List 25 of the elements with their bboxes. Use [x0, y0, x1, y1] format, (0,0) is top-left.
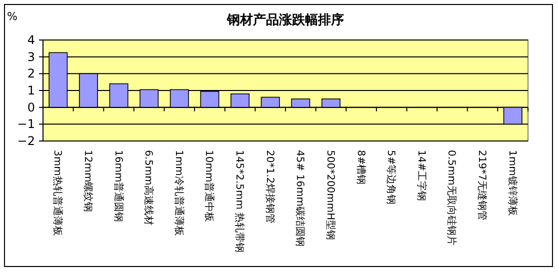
- x-tick-label: 6.5mm高速线材: [142, 150, 155, 226]
- chart-title: 钢材产品涨跌幅排序: [226, 12, 344, 28]
- y-tick-label: 0: [27, 100, 35, 114]
- x-tick-label: 219*7无缝钢管: [476, 150, 488, 220]
- y-tick-label: 3: [27, 50, 35, 64]
- x-tick-label: 5#等边角钢: [385, 150, 398, 205]
- y-tick-label: 2: [27, 66, 35, 81]
- x-tick-label: 14#工字钢: [415, 150, 428, 202]
- x-tick-label: 12mm螺纹钢: [82, 150, 94, 212]
- x-tick-label: 1mm冷轧普通薄板: [172, 150, 185, 236]
- y-tick-label: 1: [27, 84, 35, 98]
- x-tick-label: 145*2.5mm 热轧带钢: [234, 150, 246, 253]
- y-tick-label: 4: [27, 33, 35, 47]
- y-tick-label: −1: [17, 117, 35, 132]
- y-tick-label: −2: [17, 134, 35, 148]
- x-tick-label: 3mm热轧普通薄板: [52, 150, 64, 236]
- x-tick-label: 500*200mmH型钢: [324, 150, 336, 240]
- y-axis-title: %: [7, 10, 18, 23]
- x-tick-label: 45# 16mm碳结圆钢: [294, 150, 306, 246]
- x-tick-label: 0.5mm无取向硅钢片: [446, 150, 458, 246]
- x-tick-label: 1mm镀锌薄板: [506, 150, 518, 216]
- x-tick-label: 16mm普通圆钢: [112, 150, 124, 222]
- x-tick-label: 8#槽钢: [354, 150, 367, 185]
- x-tick-label: 10mm普通中板: [203, 150, 216, 222]
- x-tick-label: 20*1.2焊接钢管: [264, 150, 276, 224]
